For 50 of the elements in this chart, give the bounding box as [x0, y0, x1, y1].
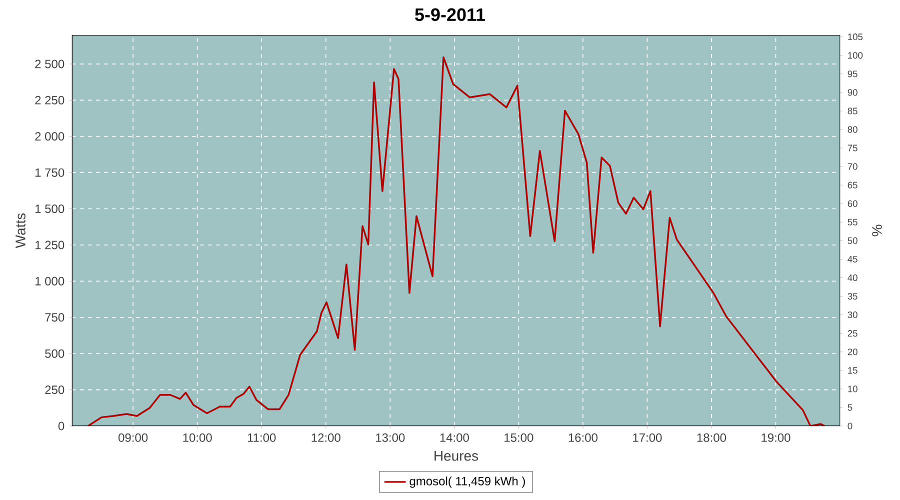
y2-tick-label: 5	[848, 404, 852, 411]
y2-tick-label: 105	[848, 34, 863, 40]
y2-tick-label: 75	[848, 144, 858, 152]
y-tick-label: 250	[45, 386, 64, 394]
y2-tick-label: 70	[848, 163, 858, 170]
y2-tick-label: 95	[848, 70, 858, 78]
legend-label: gmosol( 11,459 kWh )	[410, 476, 525, 488]
y2-tick-label: 0	[848, 422, 852, 430]
x-tick-label: 19:00	[762, 433, 790, 442]
y-tick-label: 0	[58, 422, 64, 430]
y2-axis-title: %	[872, 224, 882, 236]
y-tick-label: 2 250	[35, 96, 64, 104]
y2-tick-label: 65	[848, 182, 858, 188]
y-tick-label: 1 000	[36, 276, 64, 286]
y2-tick-label: 90	[848, 89, 858, 96]
y2-tick-label: 10	[848, 386, 858, 392]
y-tick-label: 1 250	[36, 240, 64, 250]
y2-tick-label: 30	[848, 312, 858, 318]
x-tick-label: 10:00	[183, 433, 212, 442]
y2-tick-label: 45	[848, 256, 858, 262]
x-tick-label: 11:00	[248, 433, 276, 442]
y-tick-label: 2 000	[35, 132, 64, 141]
y2-tick-label: 50	[848, 237, 858, 244]
y2-tick-label: 80	[848, 126, 858, 133]
y-tick-label: 1 750	[36, 168, 64, 177]
y2-tick-label: 100	[848, 52, 863, 59]
y2-tick-label: 15	[848, 367, 858, 374]
x-tick-label: 17:00	[633, 433, 662, 442]
x-tick-label: 15:00	[504, 433, 534, 442]
y-tick-label: 2 500	[35, 60, 64, 68]
y2-tick-label: 85	[848, 108, 858, 114]
x-tick-label: 13:00	[376, 433, 405, 442]
y-tick-label: 1 500	[36, 204, 64, 214]
y2-tick-label: 40	[848, 274, 858, 282]
line-series	[87, 56, 826, 426]
y2-tick-label: 20	[848, 348, 858, 356]
y-axis-title: Watts	[16, 213, 26, 248]
y2-tick-label: 60	[848, 200, 858, 207]
y2-tick-label: 25	[848, 330, 858, 337]
x-tick-label: 09:00	[118, 433, 148, 442]
y2-tick-label: 55	[848, 218, 858, 226]
y2-tick-label: 35	[848, 292, 858, 300]
x-tick-label: 14:00	[440, 433, 469, 442]
x-tick-label: 18:00	[697, 433, 726, 442]
y-tick-label: 750	[45, 313, 64, 322]
x-axis-title: Heures	[434, 451, 478, 461]
chart-title: 5-9-2011	[415, 8, 486, 22]
y-tick-label: 500	[45, 349, 64, 358]
x-tick-label: 12:00	[312, 433, 340, 442]
x-tick-label: 16:00	[568, 433, 598, 442]
